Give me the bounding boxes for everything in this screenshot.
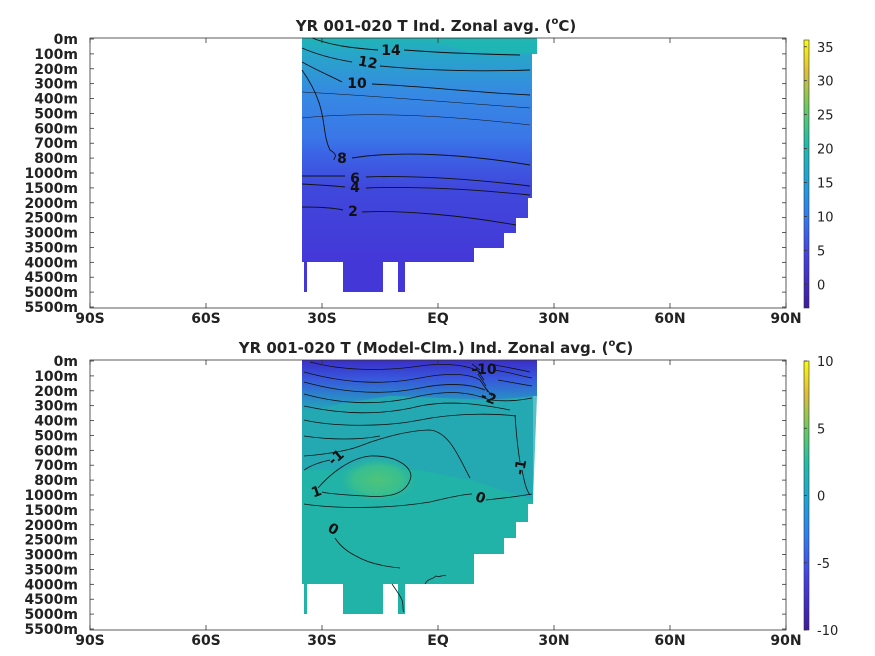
x-tick-label: 90N (770, 633, 801, 649)
panel2-cold-surface (302, 360, 537, 414)
y-tick-label: 3500m (24, 562, 78, 578)
panel2-y-axis: 0m100m200m300m400m500m600m700m800m1000m1… (24, 354, 786, 638)
contour-label-neg10: -10 (471, 362, 497, 378)
y-tick-label: 100m (34, 47, 78, 63)
x-tick-label: 60S (191, 633, 221, 649)
x-tick-label: 30N (538, 633, 569, 649)
y-tick-label: 1000m (24, 166, 78, 182)
y-tick-label: 200m (34, 384, 78, 400)
panel1-contour-labels: 14 12 10 8 6 4 2 (337, 43, 401, 220)
x-tick-label: EQ (427, 311, 449, 327)
y-tick-label: 200m (34, 62, 78, 78)
contour-label-2: 2 (348, 204, 358, 220)
x-tick-label: 90S (75, 311, 105, 327)
x-tick-label: 30S (307, 633, 337, 649)
contour-label-6: 6 (350, 171, 360, 187)
panel1-deep-column-3 (398, 262, 405, 292)
panel1-deep-column-1 (304, 262, 307, 292)
y-tick-label: 300m (34, 399, 78, 415)
colorbar-tick-label: 20 (817, 143, 834, 158)
panel1-deep-column-2 (343, 262, 383, 292)
y-tick-label: 800m (34, 473, 78, 489)
y-tick-label: 3500m (24, 240, 78, 256)
panel1-colorbar (803, 39, 810, 309)
x-tick-label: EQ (427, 633, 449, 649)
y-tick-label: 4000m (24, 255, 78, 271)
x-tick-label: 30N (538, 311, 569, 327)
y-tick-label: 2500m (24, 533, 78, 549)
y-tick-label: 5000m (24, 285, 78, 301)
contour-label-neg1-right: -1 (512, 458, 530, 476)
y-tick-label: 600m (34, 443, 78, 459)
y-tick-label: 4500m (24, 270, 78, 286)
y-tick-label: 600m (34, 121, 78, 137)
y-tick-label: 400m (34, 92, 78, 108)
panel2-transition (302, 396, 537, 500)
colorbar-tick-label: 5 (817, 422, 825, 437)
y-tick-label: 5000m (24, 607, 78, 623)
x-tick-label: 90S (75, 633, 105, 649)
panel2-deep-column-1 (304, 584, 307, 614)
colorbar-tick-label: 30 (817, 75, 834, 90)
x-tick-label: 90N (770, 311, 801, 327)
colorbar-tick-label: 5 (817, 244, 825, 259)
panel1-colorbar-ticks: 35 30 25 20 15 10 5 0 (804, 41, 834, 293)
colorbar-tick-label: 25 (817, 109, 834, 124)
y-tick-label: 2500m (24, 211, 78, 227)
colorbar-tick-label: 10 (817, 210, 834, 225)
panel2-x-axis: 90S 60S 30S EQ 30N 60N 90N (75, 360, 802, 649)
y-tick-label: 1500m (24, 503, 78, 519)
colorbar-tick-label: -5 (817, 557, 830, 572)
y-tick-label: 500m (34, 428, 78, 444)
y-tick-label: 500m (34, 106, 78, 122)
y-tick-label: 4500m (24, 592, 78, 608)
colorbar-tick-label: 10 (817, 355, 834, 370)
y-tick-label: 5500m (24, 300, 78, 316)
y-tick-label: 0m (54, 32, 78, 48)
panel-temperature: YR 001-020 T Ind. Zonal avg. (oC) (24, 16, 833, 327)
x-tick-label: 30S (307, 311, 337, 327)
panel1-contours (301, 37, 531, 226)
panel-model-minus-climatology: YR 001-020 T (Model-Clm.) Ind. Zonal avg… (24, 338, 838, 649)
x-tick-label: 60S (191, 311, 221, 327)
panel1-x-axis: 90S 60S 30S EQ 30N 60N 90N (75, 38, 802, 327)
panel2-title: YR 001-020 T (Model-Clm.) Ind. Zonal avg… (238, 338, 634, 357)
panel2-colorbar-ticks: 10 5 0 -5 -10 (804, 355, 838, 639)
contour-label-8: 8 (337, 151, 347, 167)
panel1-field (302, 38, 537, 262)
y-tick-label: 400m (34, 414, 78, 430)
y-tick-label: 300m (34, 77, 78, 93)
y-tick-label: 2000m (24, 518, 78, 534)
colorbar-tick-label: 0 (817, 278, 825, 293)
y-tick-label: 3000m (24, 548, 78, 564)
panel2-deep-column-2 (343, 584, 383, 614)
y-tick-label: 700m (34, 136, 78, 152)
y-tick-label: 700m (34, 458, 78, 474)
x-tick-label: 60N (654, 633, 685, 649)
y-tick-label: 5500m (24, 622, 78, 638)
y-tick-label: 4000m (24, 577, 78, 593)
y-tick-label: 2000m (24, 196, 78, 212)
colorbar-tick-label: -10 (817, 624, 838, 639)
contour-label-10: 10 (347, 76, 367, 92)
colorbar-tick-label: 35 (817, 41, 834, 56)
y-tick-label: 100m (34, 369, 78, 385)
contour-label-12: 12 (357, 53, 379, 72)
contour-label-neg2: -2 (478, 388, 498, 408)
panel1-warm-surface (302, 38, 537, 54)
contour-label-4: 4 (350, 180, 360, 196)
contour-label-14: 14 (381, 43, 401, 59)
panel1-title: YR 001-020 T Ind. Zonal avg. (oC) (295, 16, 577, 35)
colorbar-tick-label: 15 (817, 176, 834, 191)
panel2-contours (303, 361, 533, 613)
y-tick-label: 3000m (24, 226, 78, 242)
x-tick-label: 60N (654, 311, 685, 327)
colorbar-tick-label: 0 (817, 490, 825, 505)
y-tick-label: 0m (54, 354, 78, 370)
y-tick-label: 800m (34, 151, 78, 167)
y-tick-label: 1500m (24, 181, 78, 197)
y-tick-label: 1000m (24, 488, 78, 504)
panel1-y-axis: 0m100m200m300m400m500m600m700m800m1000m1… (24, 32, 786, 316)
